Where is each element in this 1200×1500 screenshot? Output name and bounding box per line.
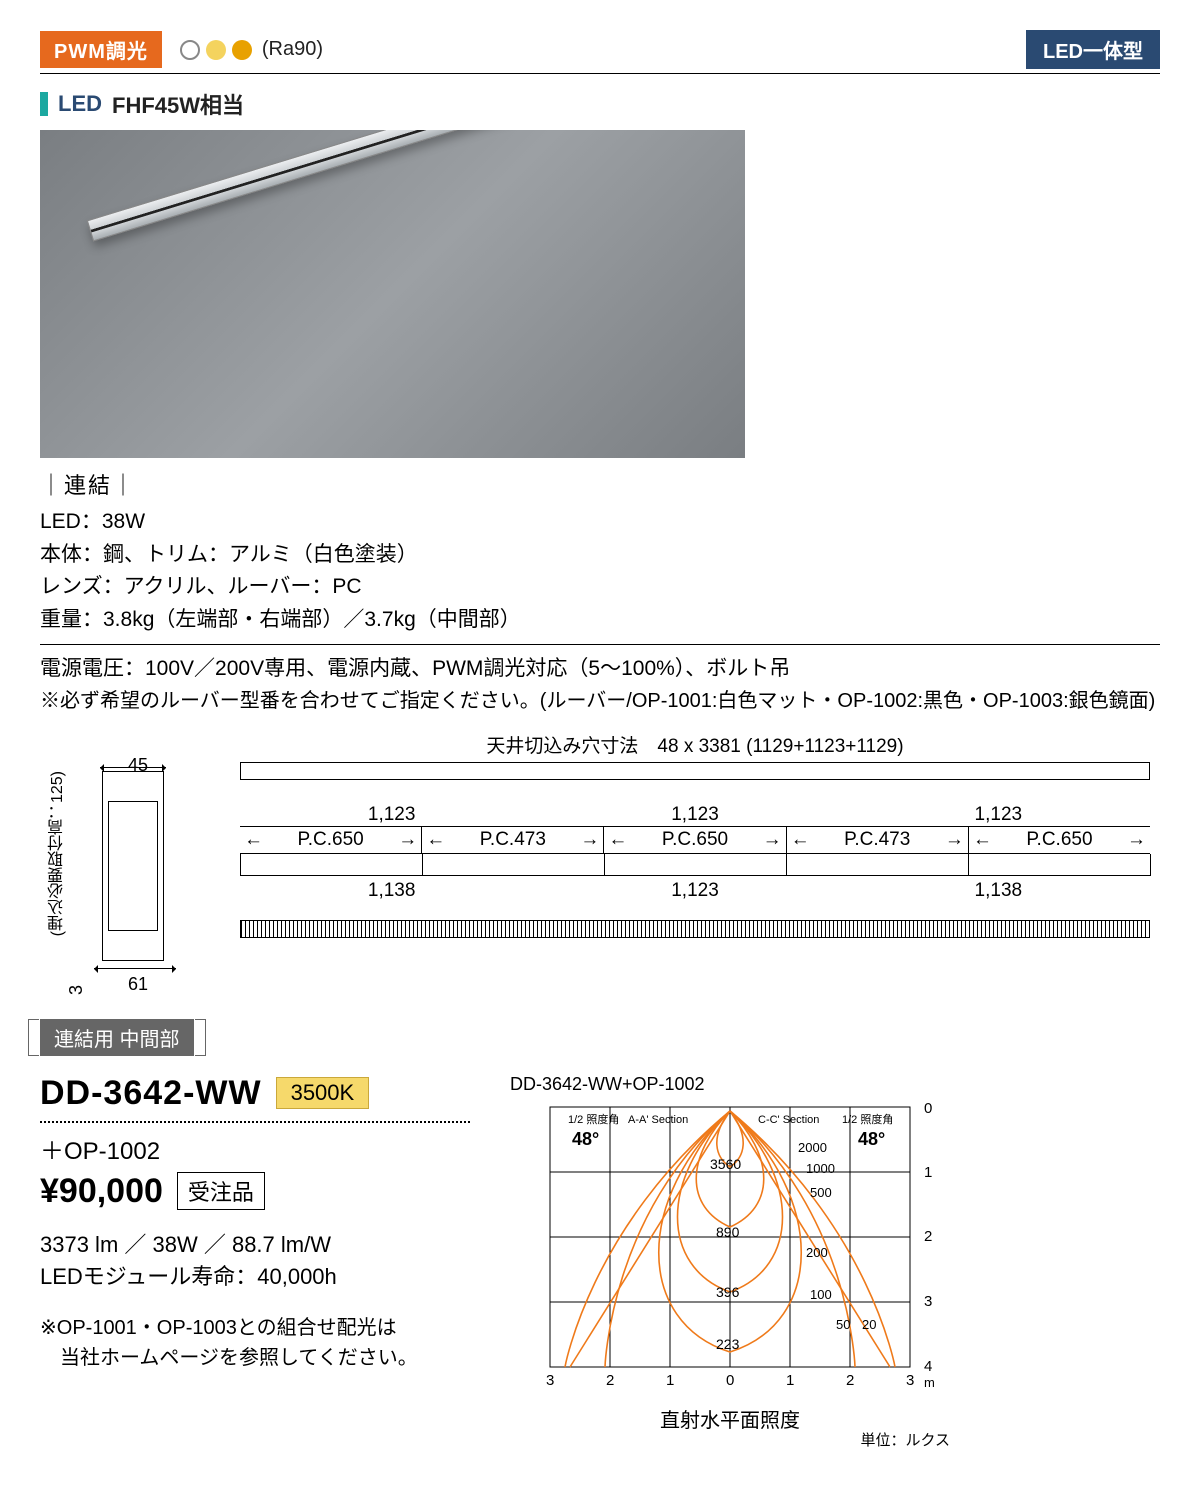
section-label: 連結用 中間部 [40, 1019, 194, 1056]
led-header-row: LED FHF45W相当 [40, 88, 1160, 120]
svg-text:m: m [924, 1375, 935, 1390]
lumen-line: 3373 lm ／ 38W ／ 88.7 lm/W [40, 1227, 470, 1259]
top-left-group: PWM調光 (Ra90) [40, 31, 323, 68]
product-render [40, 130, 745, 458]
seg-top-0: 1,123 [368, 804, 416, 826]
louver-note: ※必ず希望のルーバー型番を合わせてご指定ください。(ルーバー/OP-1001:白… [40, 686, 1160, 717]
pc-0: P.C.650 [240, 827, 421, 853]
spec-divider [40, 644, 1160, 645]
svg-text:1: 1 [924, 1164, 932, 1181]
svg-text:20: 20 [862, 1317, 876, 1332]
renketsu-label: ｜連結｜ [40, 468, 1160, 500]
photometric-title: DD-3642-WW+OP-1002 [510, 1074, 950, 1095]
plus-option: ＋OP-1002 [40, 1131, 470, 1166]
model-info: DD-3642-WW 3500K ＋OP-1002 ¥90,000 受注品 33… [40, 1074, 470, 1373]
svg-text:0: 0 [726, 1372, 734, 1389]
cross-height-label: (埋込必要取付高：125) [46, 771, 70, 936]
spec-weight: 重量：3.8kg（左端部・右端部）／3.7kg（中間部） [40, 604, 1160, 637]
svg-text:396: 396 [716, 1284, 740, 1300]
combo-note: ※OP-1001・OP-1003との組合せ配光は 当社ホームページを参照してくだ… [40, 1313, 470, 1373]
ra-circle-3-icon [232, 40, 252, 60]
fhf-equiv-label: FHF45W相当 [112, 88, 244, 120]
cross-top-arrow-icon [100, 767, 166, 768]
seg-bot-1: 1,123 [543, 880, 846, 902]
svg-text:1: 1 [786, 1372, 794, 1389]
pc-row: P.C.650 P.C.473 P.C.650 P.C.473 P.C.650 [240, 826, 1150, 854]
ra-group: (Ra90) [180, 38, 323, 61]
fixture-illustration [90, 180, 690, 390]
teal-bar-icon [40, 92, 48, 116]
svg-text:2: 2 [846, 1372, 854, 1389]
photometric-svg: 1/2 照度角 A-A' Section C-C' Section 1/2 照度… [510, 1097, 950, 1397]
life-line: LEDモジュール寿命：40,000h [40, 1259, 470, 1291]
svg-text:3: 3 [546, 1372, 554, 1389]
photometric-chart: DD-3642-WW+OP-1002 [510, 1074, 950, 1450]
bracket-row-icon [240, 854, 1150, 876]
pc-3: P.C.473 [786, 827, 968, 853]
led-label: LED [58, 91, 102, 117]
top-badge-row: PWM調光 (Ra90) LED一体型 [40, 30, 1160, 69]
segment-top-values: 1,123 1,123 1,123 [240, 804, 1150, 826]
cross-bottom-width: 61 [128, 974, 148, 995]
svg-text:0: 0 [924, 1100, 932, 1117]
front-strip-icon [240, 920, 1150, 938]
svg-text:48°: 48° [572, 1129, 599, 1149]
svg-text:2: 2 [924, 1228, 932, 1245]
pc-1: P.C.473 [421, 827, 603, 853]
model-row: DD-3642-WW 3500K ＋OP-1002 ¥90,000 受注品 33… [40, 1074, 1160, 1450]
svg-text:1/2 照度角: 1/2 照度角 [842, 1112, 893, 1126]
pc-2: P.C.650 [603, 827, 785, 853]
top-divider [40, 73, 1160, 74]
seg-top-1: 1,123 [671, 804, 719, 826]
svg-text:1000: 1000 [806, 1161, 835, 1176]
svg-text:1: 1 [666, 1372, 674, 1389]
svg-text:4: 4 [924, 1358, 932, 1375]
model-code: DD-3642-WW [40, 1074, 262, 1113]
svg-text:3: 3 [906, 1372, 914, 1389]
svg-text:3: 3 [924, 1293, 932, 1310]
segment-bottom-values: 1,138 1,123 1,138 [240, 880, 1150, 902]
svg-text:A-A' Section: A-A' Section [628, 1114, 688, 1126]
spec-body: 本体：鋼、トリム：アルミ（白色塗装） [40, 539, 1160, 572]
color-temp-badge: 3500K [276, 1077, 370, 1109]
pc-4: P.C.650 [968, 827, 1150, 853]
ra-text: (Ra90) [262, 38, 323, 61]
svg-text:200: 200 [806, 1245, 828, 1260]
seg-bot-2: 1,138 [847, 880, 1150, 902]
cross-three: 3 [66, 985, 87, 995]
pwm-badge: PWM調光 [40, 31, 162, 68]
svg-text:48°: 48° [858, 1129, 885, 1149]
dotted-divider [40, 1121, 470, 1123]
svg-text:890: 890 [716, 1224, 740, 1240]
cross-bottom-arrow-icon [94, 968, 176, 969]
svg-text:2: 2 [606, 1372, 614, 1389]
ceiling-slot-icon [240, 762, 1150, 780]
elevation-drawing: 天井切込み穴寸法 48 x 3381 (1129+1123+1129) 1,12… [240, 731, 1150, 1001]
price: ¥90,000 [40, 1172, 163, 1211]
ceiling-cut-label: 天井切込み穴寸法 48 x 3381 (1129+1123+1129) [240, 731, 1150, 758]
order-badge: 受注品 [177, 1172, 265, 1210]
technical-drawing: (埋込必要取付高：125) 45 61 3 天井切込み穴寸法 48 x 3381… [40, 731, 1160, 1001]
cross-section-drawing: (埋込必要取付高：125) 45 61 3 [72, 761, 182, 971]
svg-text:1/2 照度角: 1/2 照度角 [568, 1112, 619, 1126]
seg-bot-0: 1,138 [240, 880, 543, 902]
section-label-row: 連結用 中間部 [40, 1019, 1160, 1056]
spec-lens: レンズ：アクリル、ルーバー：PC [40, 571, 1160, 604]
svg-text:100: 100 [810, 1287, 832, 1302]
svg-text:500: 500 [810, 1185, 832, 1200]
svg-text:2000: 2000 [798, 1140, 827, 1155]
led-type-badge: LED一体型 [1026, 30, 1160, 69]
svg-text:50: 50 [836, 1317, 850, 1332]
spec-wattage: LED：38W [40, 506, 1160, 539]
ra-circle-2-icon [206, 40, 226, 60]
spec-block: LED：38W 本体：鋼、トリム：アルミ（白色塗装） レンズ：アクリル、ルーバー… [40, 506, 1160, 717]
spec-power: 電源電圧：100V／200V専用、電源内蔵、PWM調光対応（5～100%）、ボル… [40, 653, 1160, 686]
svg-text:3560: 3560 [710, 1156, 741, 1172]
seg-top-2: 1,123 [975, 804, 1023, 826]
svg-text:223: 223 [716, 1336, 740, 1352]
svg-text:C-C' Section: C-C' Section [758, 1114, 819, 1126]
ra-circle-1-icon [180, 40, 200, 60]
